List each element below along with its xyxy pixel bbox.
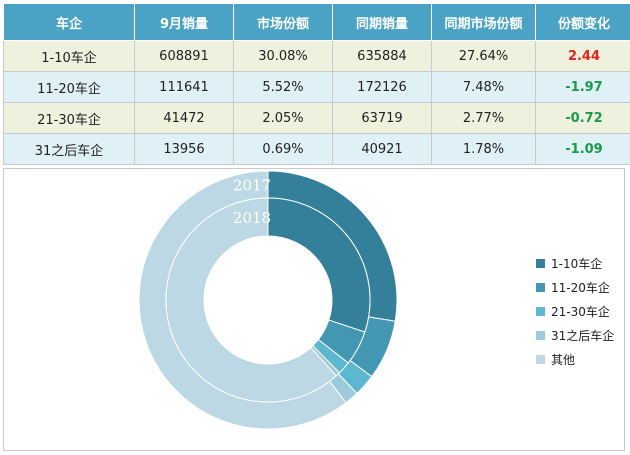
table-cell: 27.64% [431,40,536,72]
legend-item: 31之后车企 [536,323,614,347]
legend-swatch [536,282,545,292]
table-cell: 13956 [134,133,234,165]
table-cell: 608891 [134,40,234,72]
table-cell: 635884 [332,40,432,72]
header-cell: 同期销量 [332,3,432,41]
table-cell: 30.08% [233,40,333,72]
header-cell: 市场份额 [233,3,333,41]
table-cell: 63719 [332,102,432,134]
legend-label: 11-20车企 [551,280,610,295]
header-cell: 9月销量 [134,3,234,41]
legend-item: 其他 [536,347,614,371]
legend-label: 21-30车企 [551,304,610,319]
table-row: 11-20车企 111641 5.52% 172126 7.48% -1.97 [3,71,630,103]
table-cell: 1.78% [431,133,536,165]
legend-swatch [536,258,545,268]
donut-slice-2018-5 [165,197,337,403]
table-cell: 2.05% [233,102,333,134]
legend-label: 1-10车企 [551,256,603,271]
table-cell: 7.48% [431,71,536,103]
legend-swatch [536,354,545,364]
header-cell: 同期市场份额 [431,3,536,41]
nested-donut-chart: 2017 2018 [138,170,398,430]
legend-item: 21-30车企 [536,299,614,323]
table-cell: 0.69% [233,133,333,165]
table-cell: 1-10车企 [3,40,135,72]
table-cell: 2.77% [431,102,536,134]
header-cell: 车企 [3,3,135,41]
market-share-table: 车企 9月销量 市场份额 同期销量 同期市场份额 份额变化 1-10车企 608… [3,3,630,165]
share-change-cell: 2.44 [535,40,630,72]
table-row: 21-30车企 41472 2.05% 63719 2.77% -0.72 [3,102,630,134]
table-cell: 40921 [332,133,432,165]
legend-swatch [536,306,545,316]
table-cell: 31之后车企 [3,133,135,165]
table-header-row: 车企 9月销量 市场份额 同期销量 同期市场份额 份额变化 [3,3,630,41]
table-cell: 172126 [332,71,432,103]
table-cell: 21-30车企 [3,102,135,134]
donut-chart-panel: 2017 2018 1-10车企 11-20车企 21-30车企 31之后车企 其他 [3,168,625,451]
legend-item: 1-10车企 [536,251,614,275]
legend-item: 11-20车企 [536,275,614,299]
header-cell: 份额变化 [535,3,630,41]
table-row: 1-10车企 608891 30.08% 635884 27.64% 2.44 [3,40,630,72]
share-change-cell: -1.09 [535,133,630,165]
legend-swatch [536,330,545,340]
table-cell: 11-20车企 [3,71,135,103]
table-cell: 111641 [134,71,234,103]
legend-label: 31之后车企 [551,328,615,343]
table-row: 31之后车企 13956 0.69% 40921 1.78% -1.09 [3,133,630,165]
table-cell: 5.52% [233,71,333,103]
table-cell: 41472 [134,102,234,134]
share-change-cell: -1.97 [535,71,630,103]
chart-legend: 1-10车企 11-20车企 21-30车企 31之后车企 其他 [536,251,614,371]
ring-label-2018: 2018 [233,209,271,227]
ring-label-2017: 2017 [233,177,271,195]
legend-label: 其他 [551,352,576,367]
share-change-cell: -0.72 [535,102,630,134]
